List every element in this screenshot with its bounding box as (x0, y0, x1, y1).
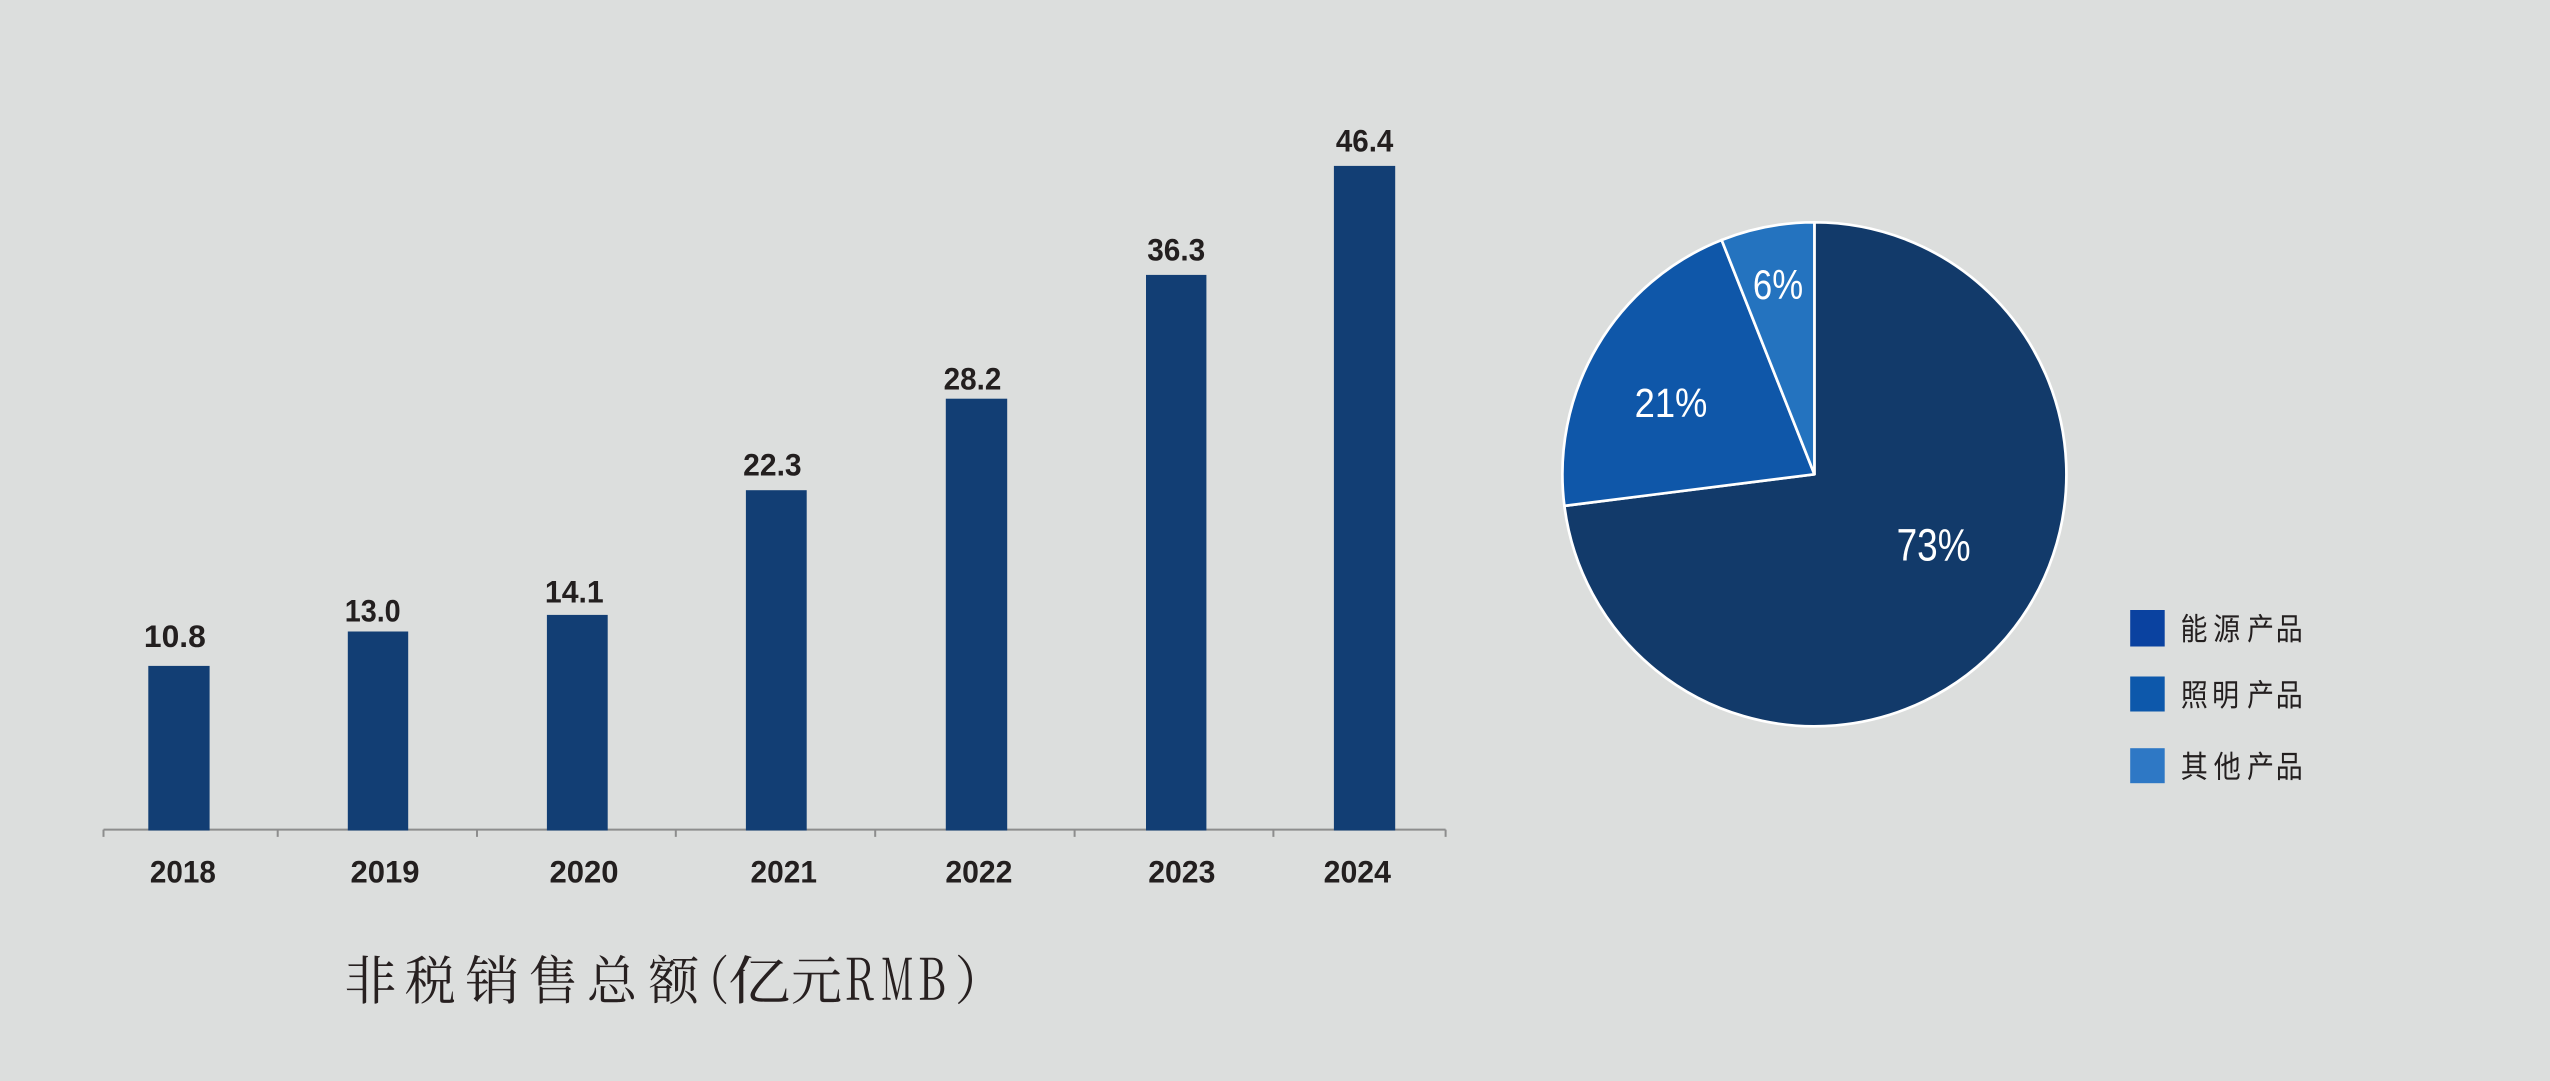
svg-text:36.3: 36.3 (1147, 232, 1205, 268)
svg-text:21%: 21% (1635, 380, 1708, 426)
svg-text:73%: 73% (1897, 519, 1971, 570)
svg-text:22.3: 22.3 (743, 447, 802, 483)
svg-text:2021: 2021 (751, 854, 818, 890)
svg-text:28.2: 28.2 (944, 360, 1002, 396)
svg-text:46.4: 46.4 (1336, 122, 1394, 158)
svg-text:2020: 2020 (549, 854, 618, 890)
svg-text:2023: 2023 (1148, 854, 1215, 890)
svg-text:10.8: 10.8 (144, 618, 206, 654)
svg-text:2024: 2024 (1324, 854, 1392, 890)
svg-text:2022: 2022 (945, 854, 1012, 890)
svg-text:2019: 2019 (351, 854, 420, 890)
svg-text:6%: 6% (1753, 261, 1803, 308)
svg-text:13.0: 13.0 (345, 592, 401, 628)
svg-text:14.1: 14.1 (545, 574, 604, 610)
svg-text:2018: 2018 (150, 854, 216, 890)
